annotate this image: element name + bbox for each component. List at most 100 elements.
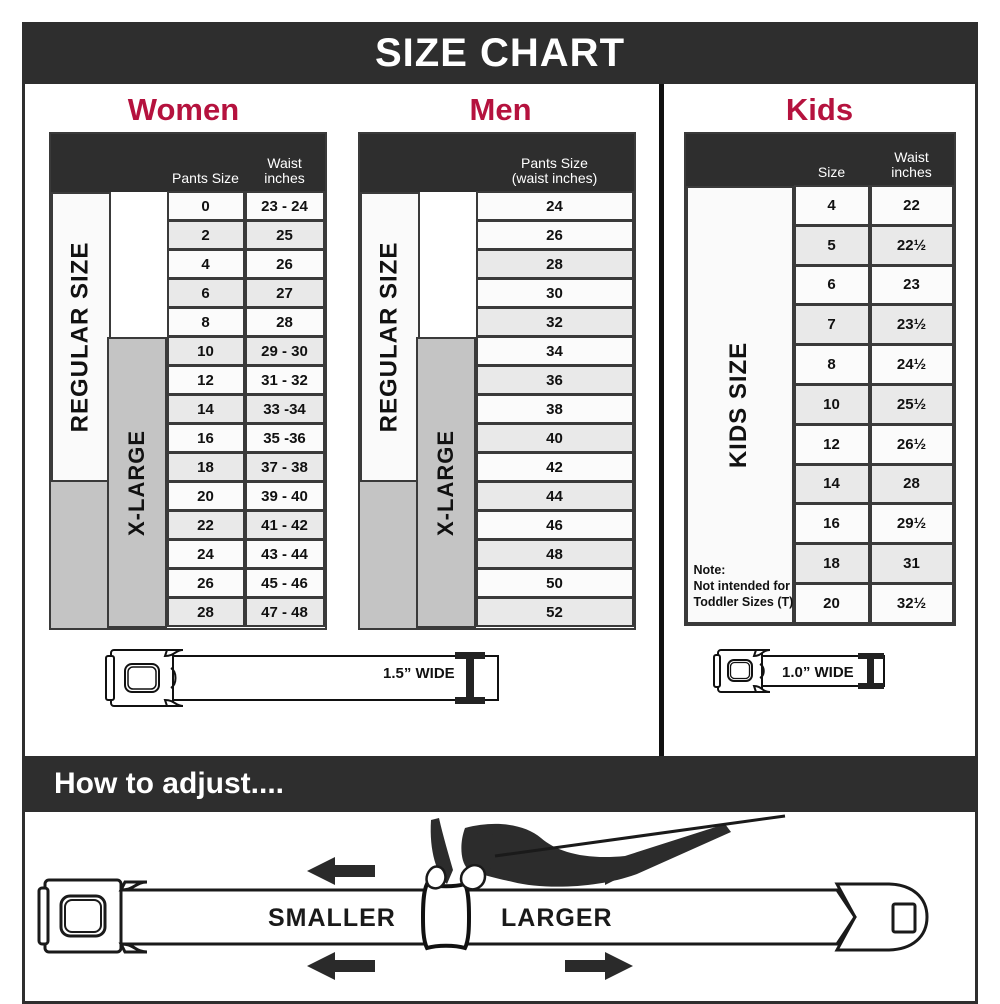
- men-cell-size: 38: [475, 394, 634, 424]
- women-cell-size: 22: [166, 510, 245, 540]
- charts-panel: Women Men Pants Size Waist inches: [22, 84, 978, 756]
- adult-belt-illustration: [105, 649, 499, 707]
- kids-header-waist-line2: inches: [891, 164, 932, 181]
- table-row: 28: [360, 249, 634, 279]
- page-title: SIZE CHART: [375, 30, 625, 75]
- larger-label: LARGER: [501, 904, 613, 932]
- women-cell-size: 18: [166, 452, 245, 482]
- table-row: 14 28: [686, 463, 954, 505]
- women-cell-size: 16: [166, 423, 245, 453]
- men-cell-size: 42: [475, 452, 634, 482]
- kids-cell-size: 8: [793, 344, 870, 385]
- women-cell-waist: 31 - 32: [244, 365, 325, 395]
- table-row: 6 23: [686, 264, 954, 306]
- kids-cell-size: 14: [793, 463, 870, 505]
- men-rows: 24 26 28 30 32 34 36 38 40 42 44 46: [360, 191, 634, 627]
- women-cell-size: 24: [166, 539, 245, 569]
- kids-cell-waist: 25½: [869, 383, 954, 425]
- men-cell-size: 26: [475, 220, 634, 250]
- men-cell-size: 36: [475, 365, 634, 395]
- table-row: 26: [360, 220, 634, 250]
- kids-cell-size: 6: [793, 264, 870, 306]
- adult-column: Women Men Pants Size Waist inches: [25, 84, 659, 756]
- men-table-header: Pants Size (waist inches): [359, 134, 634, 192]
- table-row: 10 25½: [686, 383, 954, 425]
- women-header-waist-line1: Waist: [267, 154, 302, 171]
- kids-table-body: KIDS SIZE Note: Not intended for Toddler…: [685, 185, 954, 624]
- kids-cell-size: 7: [793, 304, 870, 346]
- kids-note-line3: Toddler Sizes (T): [693, 595, 794, 609]
- kids-belt-illustration-row: 1.0” WIDE: [664, 626, 975, 712]
- kids-header-waist-line1: Waist: [894, 148, 929, 165]
- kids-cell-size: 12: [793, 423, 870, 465]
- adult-belt-width-label: 1.5” WIDE: [383, 665, 455, 682]
- table-row: 24: [360, 191, 634, 221]
- kids-size-table: Size Waist inches KIDS SIZE Note: Not in…: [683, 132, 956, 626]
- men-table-body: REGULAR SIZE X-LARGE 24 26 28 30 32 34: [359, 191, 634, 628]
- table-row: 2 25: [51, 220, 325, 250]
- kids-cell-size: 5: [793, 224, 870, 266]
- table-row: 5 22½: [686, 224, 954, 266]
- men-cell-size: 52: [475, 597, 634, 627]
- women-cell-waist: 45 - 46: [244, 568, 325, 598]
- women-cell-waist: 23 - 24: [244, 191, 325, 221]
- table-row: 26 45 - 46: [51, 568, 325, 598]
- women-cell-size: 2: [166, 220, 245, 250]
- kids-cell-size: 18: [793, 543, 870, 584]
- women-cell-size: 6: [166, 278, 245, 308]
- table-row: 12 31 - 32: [51, 365, 325, 395]
- table-row: 10 29 - 30: [51, 336, 325, 366]
- men-cell-size: 50: [475, 568, 634, 598]
- kids-cell-waist: 22½: [869, 224, 954, 266]
- kids-size-label-block: KIDS SIZE: [685, 186, 794, 624]
- women-cell-waist: 29 - 30: [244, 336, 325, 366]
- kids-note-line2: Not intended for: [693, 579, 791, 593]
- men-xlarge-label: X-LARGE: [415, 337, 476, 628]
- arrow-right-lower: [565, 952, 633, 980]
- women-cell-waist: 28: [244, 307, 325, 337]
- women-cell-waist: 37 - 38: [244, 452, 325, 482]
- kids-table-wrap: Size Waist inches KIDS SIZE Note: Not in…: [664, 132, 975, 626]
- men-section-title: Men: [469, 92, 532, 127]
- table-row: 12 26½: [686, 423, 954, 465]
- table-row: 36: [360, 365, 634, 395]
- table-row: 24 43 - 44: [51, 539, 325, 569]
- table-row: 52: [360, 597, 634, 627]
- table-row: 22 41 - 42: [51, 510, 325, 540]
- kids-note: Note: Not intended for Toddler Sizes (T): [694, 562, 794, 610]
- women-cell-waist: 41 - 42: [244, 510, 325, 540]
- women-cell-size: 12: [166, 365, 245, 395]
- kids-note-line1: Note:: [693, 563, 726, 577]
- table-row: 6 27: [51, 278, 325, 308]
- women-cell-waist: 39 - 40: [244, 481, 325, 511]
- kids-cell-waist: 23½: [869, 304, 954, 346]
- men-cell-size: 40: [475, 423, 634, 453]
- women-cell-size: 26: [166, 568, 245, 598]
- howto-bar: How to adjust....: [22, 756, 978, 812]
- women-regular-size-label: REGULAR SIZE: [50, 192, 111, 482]
- table-row: 20 39 - 40: [51, 481, 325, 511]
- kids-cell-waist: 23: [869, 264, 954, 306]
- table-row: 18 37 - 38: [51, 452, 325, 482]
- table-row: 46: [360, 510, 634, 540]
- title-bar: SIZE CHART: [22, 22, 978, 84]
- table-row: 8 24½: [686, 344, 954, 385]
- kids-header-waist: Waist inches: [870, 148, 954, 186]
- kids-cell-size: 20: [793, 582, 870, 624]
- women-cell-size: 10: [166, 336, 245, 366]
- table-row: 44: [360, 481, 634, 511]
- table-row: 18 31: [686, 543, 954, 584]
- women-header-pants-size: Pants Size: [172, 170, 239, 187]
- kids-cell-size: 10: [793, 383, 870, 425]
- adult-titles-row: Women Men: [25, 84, 659, 132]
- men-cell-size: 32: [475, 307, 634, 337]
- table-row: 14 33 -34: [51, 394, 325, 424]
- howto-belt-diagram: [37, 814, 929, 980]
- table-row: 50: [360, 568, 634, 598]
- kids-rows: 4 22 5 22½ 6 23 7 23½ 8 24½ 10 25½ 12 26½ 14 28 …: [686, 185, 954, 624]
- women-cell-size: 0: [166, 191, 245, 221]
- kids-cell-size: 16: [793, 503, 870, 545]
- smaller-label: SMALLER: [268, 904, 396, 932]
- kids-cell-waist: 32½: [869, 582, 954, 624]
- kids-section-title: Kids: [785, 92, 854, 127]
